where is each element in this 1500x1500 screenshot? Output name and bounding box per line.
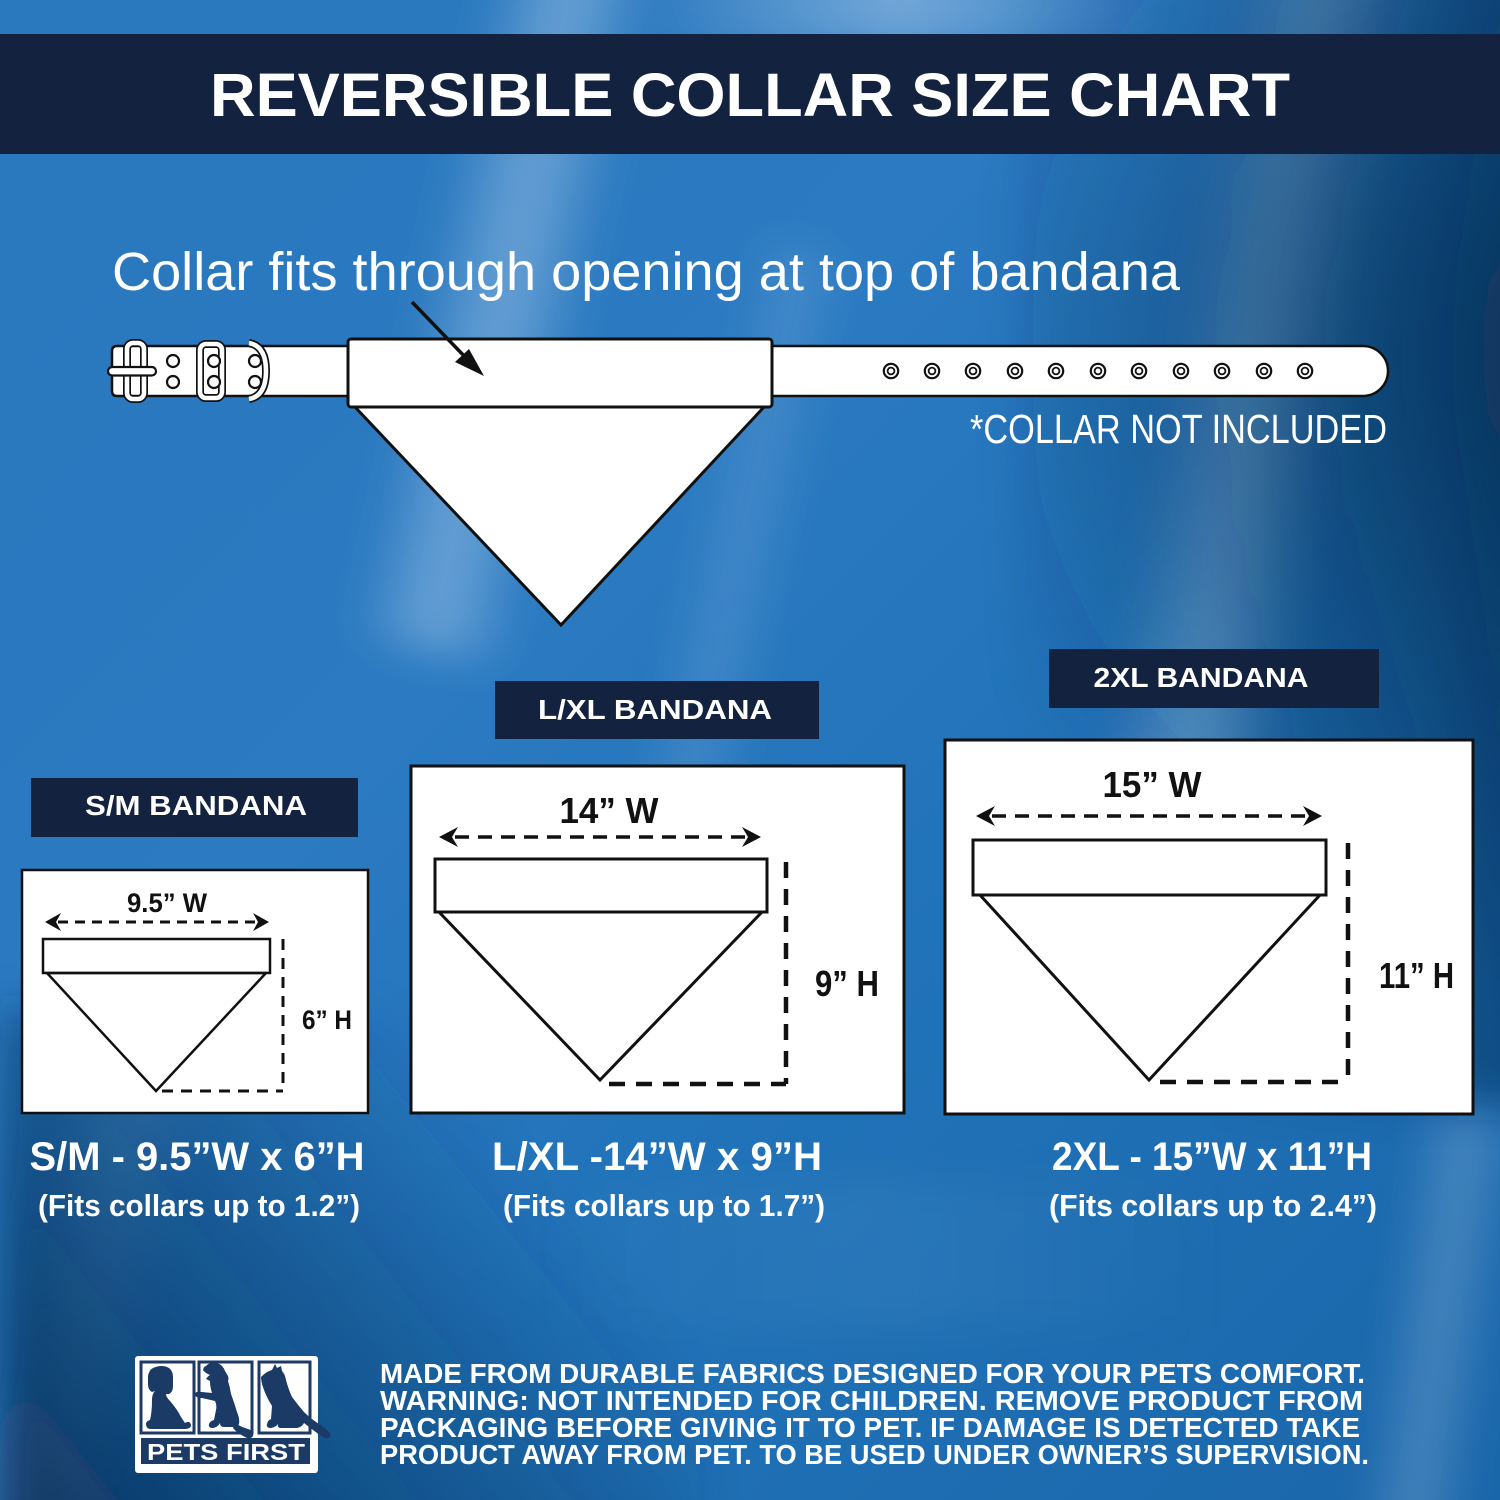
svg-text:WARNING: NOT INTENDED FOR: WARNING: NOT INTENDED FOR CHILDREN. REMO…	[380, 1385, 1363, 1416]
svg-text:S/M - 9.5”W x 6”H: S/M - 9.5”W x 6”H	[30, 1135, 365, 1179]
svg-text:PETS FIRST: PETS FIRST	[147, 1439, 305, 1465]
svg-text:L/XL BANDANA: L/XL BANDANA	[538, 694, 772, 725]
svg-text:PACKAGING BEFORE GIVING IT TO: PACKAGING BEFORE GIVING IT TO PET. IF DA…	[380, 1412, 1360, 1443]
svg-text:REVERSIBLE COLLAR SIZE CHART: REVERSIBLE COLLAR SIZE CHART	[210, 61, 1290, 129]
svg-text:9.5” W: 9.5” W	[127, 888, 207, 918]
svg-text:2XL - 15”W x 11”H: 2XL - 15”W x 11”H	[1052, 1135, 1372, 1179]
svg-text:9” H: 9” H	[815, 963, 879, 1004]
svg-text:Collar fits through opening at: Collar fits through opening at top of ba…	[112, 242, 1181, 302]
svg-text:MADE FROM DURABLE FABRICS DESI: MADE FROM DURABLE FABRICS DESIGNED FOR Y…	[380, 1358, 1365, 1389]
svg-text:(Fits collars up to 2.4”): (Fits collars up to 2.4”)	[1049, 1188, 1377, 1223]
svg-text:L/XL -14”W x 9”H: L/XL -14”W x 9”H	[492, 1135, 822, 1179]
svg-text:S/M BANDANA: S/M BANDANA	[85, 790, 307, 821]
svg-text:(Fits collars up to 1.7”): (Fits collars up to 1.7”)	[503, 1188, 825, 1223]
svg-text:6” H: 6” H	[302, 1005, 352, 1035]
svg-text:PRODUCT AWAY FROM PET. TO BE U: PRODUCT AWAY FROM PET. TO BE USED UNDER …	[380, 1439, 1369, 1470]
svg-text:2XL BANDANA: 2XL BANDANA	[1094, 662, 1309, 693]
svg-text:*COLLAR NOT INCLUDED: *COLLAR NOT INCLUDED	[970, 406, 1387, 452]
svg-text:14” W: 14” W	[560, 790, 659, 831]
svg-text:15” W: 15” W	[1103, 764, 1202, 805]
svg-text:11” H: 11” H	[1379, 955, 1454, 996]
svg-text:(Fits collars up to 1.2”): (Fits collars up to 1.2”)	[38, 1188, 360, 1223]
